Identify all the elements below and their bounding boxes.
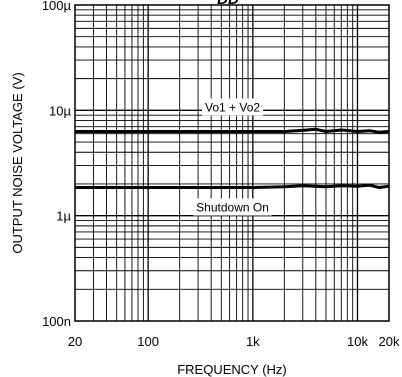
y-tick-label: 100µ <box>42 0 72 13</box>
series-layer <box>75 127 390 189</box>
x-tick-label: 100 <box>137 334 159 349</box>
y-tick-label: 1µ <box>56 209 71 224</box>
x-tick-label: 10k <box>347 334 368 349</box>
series-annotation: Shutdown On <box>196 201 269 215</box>
y-axis-title: OUTPUT NOISE VOLTAGE (V) <box>10 72 25 253</box>
x-tick-label: 1k <box>246 334 260 349</box>
x-tick-label: 20k <box>379 334 400 349</box>
y-tick-label: 10µ <box>49 103 71 118</box>
series-line-1 <box>75 127 390 134</box>
x-axis-title: FREQUENCY (Hz) <box>177 362 287 377</box>
annotation-layer: Vo1 + Vo2 Shutdown On <box>193 98 272 216</box>
annotation-background <box>202 98 264 116</box>
tick-labels: 20 100 1k 10k 20k 100n 1µ 10µ 100µ <box>42 0 400 349</box>
y-tick-label: 100n <box>42 314 71 329</box>
series-annotation: Vo1 + Vo2 <box>205 100 260 114</box>
grid <box>75 5 389 321</box>
x-tick-label: 20 <box>68 334 82 349</box>
series-line-2 <box>75 183 390 189</box>
chart-title-fragment: DD <box>217 0 239 8</box>
plot-frame <box>74 4 390 322</box>
annotation-background <box>193 198 272 216</box>
